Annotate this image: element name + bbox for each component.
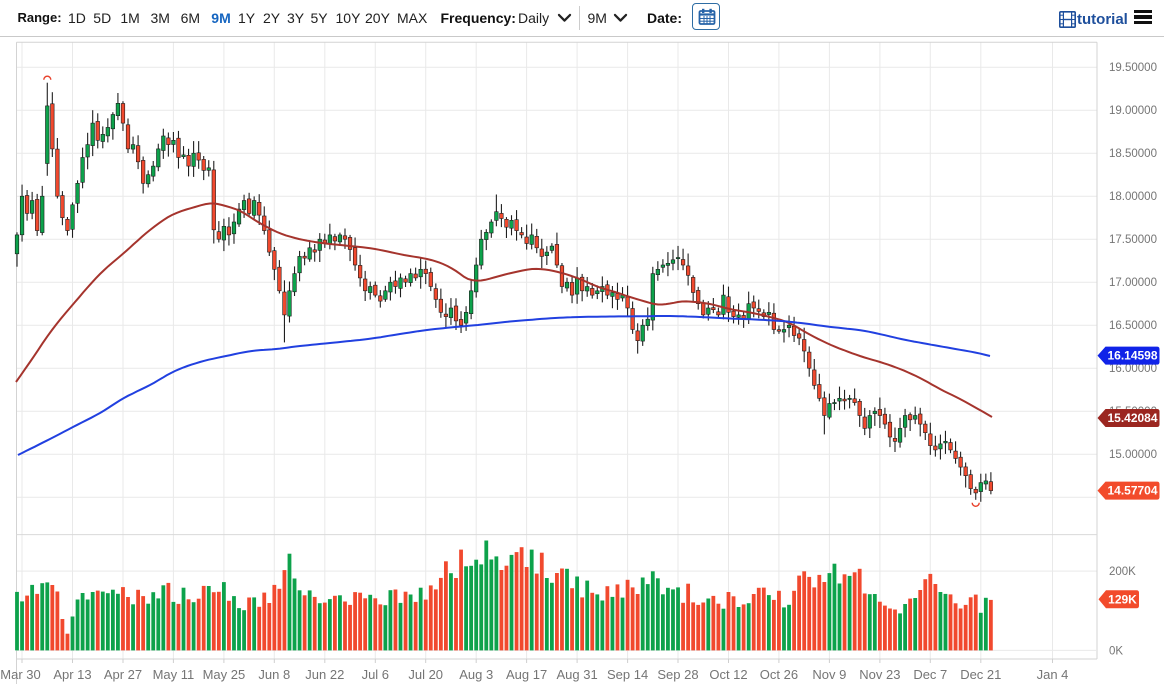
svg-text:Apr 13: Apr 13 [53, 667, 91, 682]
svg-text:Aug 17: Aug 17 [506, 667, 547, 682]
svg-text:Mar 30: Mar 30 [0, 667, 40, 682]
svg-text:Nov 9: Nov 9 [812, 667, 846, 682]
svg-text:18.00000: 18.00000 [1109, 191, 1157, 203]
svg-text:Aug 3: Aug 3 [459, 667, 493, 682]
svg-text:Jun 22: Jun 22 [305, 667, 344, 682]
svg-text:16.00000: 16.00000 [1109, 363, 1157, 375]
svg-text:Nov 23: Nov 23 [859, 667, 900, 682]
svg-text:May 25: May 25 [203, 667, 246, 682]
svg-text:18.50000: 18.50000 [1109, 148, 1157, 160]
svg-text:Jan 4: Jan 4 [1037, 667, 1069, 682]
svg-text:19.50000: 19.50000 [1109, 62, 1157, 74]
svg-text:Oct 12: Oct 12 [709, 667, 747, 682]
svg-text:Dec 21: Dec 21 [960, 667, 1001, 682]
svg-text:Jun 8: Jun 8 [258, 667, 290, 682]
svg-text:Aug 31: Aug 31 [556, 667, 597, 682]
svg-text:16.14598: 16.14598 [1107, 349, 1157, 363]
svg-text:15.42084: 15.42084 [1107, 411, 1157, 425]
svg-text:19.00000: 19.00000 [1109, 105, 1157, 117]
svg-text:15.00000: 15.00000 [1109, 449, 1157, 461]
svg-text:17.00000: 17.00000 [1109, 277, 1157, 289]
svg-text:Jul 6: Jul 6 [362, 667, 389, 682]
svg-text:17.50000: 17.50000 [1109, 234, 1157, 246]
svg-text:Sep 14: Sep 14 [607, 667, 648, 682]
svg-text:Oct 26: Oct 26 [760, 667, 798, 682]
svg-text:16.50000: 16.50000 [1109, 320, 1157, 332]
svg-text:Sep 28: Sep 28 [657, 667, 698, 682]
svg-text:Apr 27: Apr 27 [104, 667, 142, 682]
svg-text:Jul 20: Jul 20 [408, 667, 443, 682]
svg-text:14.57704: 14.57704 [1107, 484, 1157, 498]
svg-text:May 11: May 11 [153, 667, 195, 682]
svg-text:0K: 0K [1109, 645, 1123, 657]
svg-text:129K: 129K [1108, 592, 1137, 606]
svg-text:Dec 7: Dec 7 [913, 667, 947, 682]
svg-text:200K: 200K [1109, 566, 1136, 578]
